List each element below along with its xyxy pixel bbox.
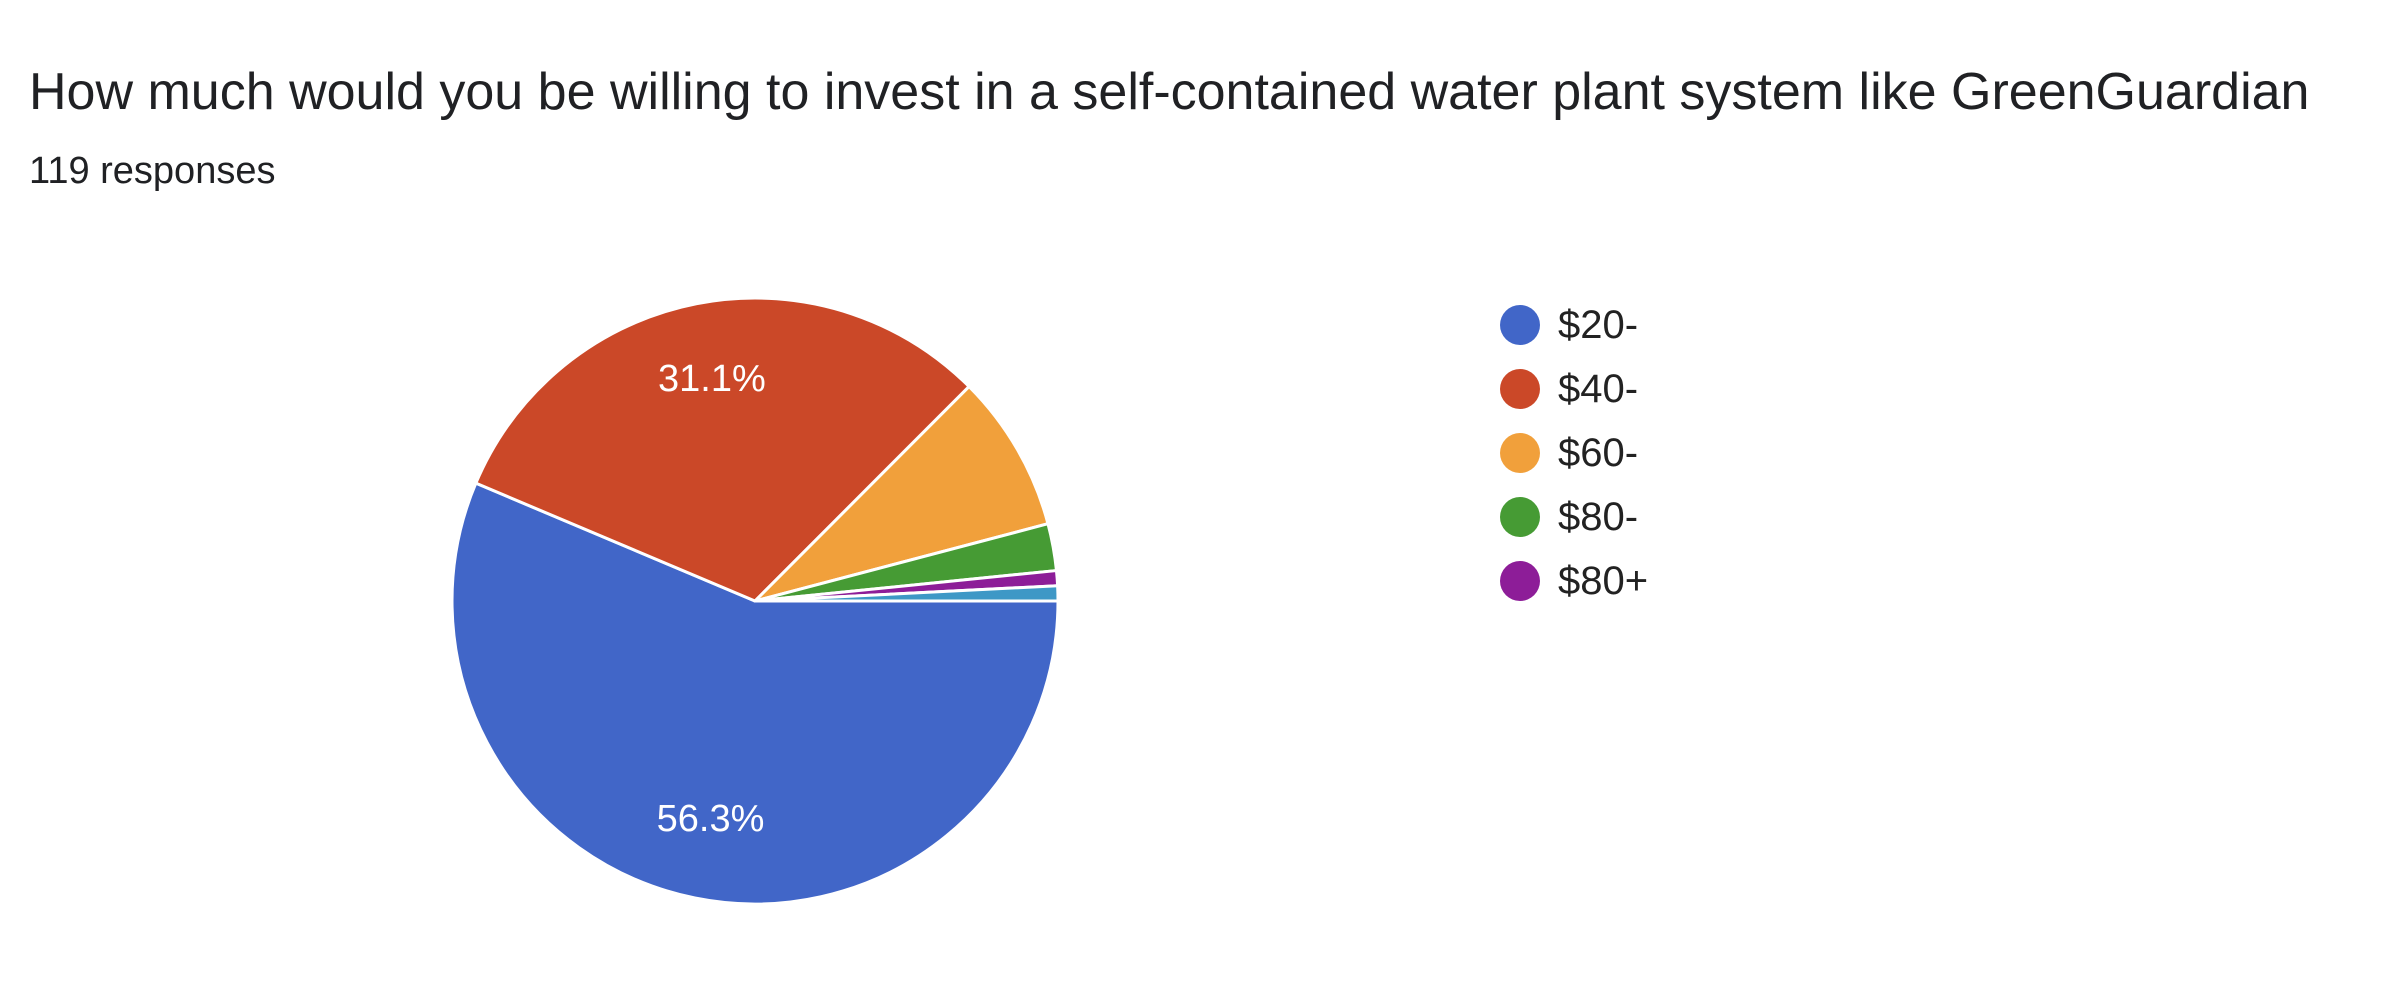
pie-slice-40-1: [474, 296, 971, 603]
legend-swatch-icon: [1500, 369, 1540, 409]
legend-item-4: $80+: [1500, 549, 1648, 613]
legend-label: $80+: [1558, 558, 1649, 603]
legend-item-2: $60-: [1500, 421, 1648, 485]
legend-item-0: $20-: [1500, 293, 1648, 357]
chart-legend: $20- $40- $60- $80- $80+: [1500, 293, 1648, 613]
legend-label: $80-: [1558, 494, 1639, 539]
legend-swatch-icon: [1500, 561, 1540, 601]
pie-data-label-0: 56.3%: [657, 798, 765, 840]
response-count: 119 responses: [29, 150, 276, 192]
chart-title: How much would you be willing to invest …: [29, 63, 2310, 121]
pie-slice-60-2: [753, 385, 1050, 603]
legend-swatch-icon: [1500, 305, 1540, 345]
legend-label: $40-: [1558, 366, 1639, 411]
pie-slice-20-0: [450, 481, 1060, 906]
legend-item-3: $80-: [1500, 485, 1648, 549]
legend-swatch-icon: [1500, 497, 1540, 537]
pie-chart: 56.3% 31.1%: [450, 296, 1060, 906]
legend-swatch-icon: [1500, 433, 1540, 473]
legend-label: $60-: [1558, 430, 1639, 475]
pie-data-label-1: 31.1%: [658, 358, 766, 400]
legend-label: $20-: [1558, 302, 1639, 347]
pie-slice-other-5: [753, 584, 1060, 603]
legend-item-1: $40-: [1500, 357, 1648, 421]
